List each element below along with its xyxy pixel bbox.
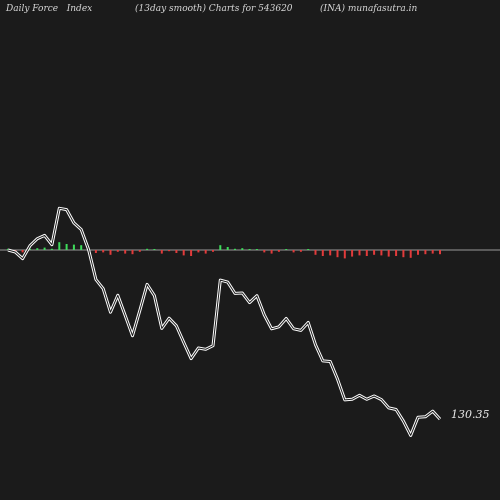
force-bar — [146, 248, 149, 250]
force-bar — [431, 250, 434, 254]
force-bar — [439, 250, 441, 255]
force-bar — [417, 250, 419, 255]
force-bar — [131, 250, 134, 255]
force-bar — [80, 245, 83, 250]
force-bar — [248, 249, 251, 250]
force-bar — [21, 250, 24, 253]
force-bar — [292, 250, 295, 253]
force-bar — [285, 249, 288, 250]
force-bar — [395, 250, 398, 256]
force-bar — [153, 249, 156, 250]
force-bar — [94, 250, 97, 253]
force-bar — [109, 250, 112, 255]
force-bar — [365, 250, 368, 256]
force-bar — [29, 248, 31, 250]
force-bar — [58, 242, 61, 250]
force-bars — [7, 242, 441, 259]
header-right-label: (INA) munafasutra.in — [320, 4, 418, 14]
force-bar — [36, 248, 39, 250]
force-bar — [387, 250, 390, 257]
header-center-label: (13day smooth) Charts for 543620 — [135, 4, 293, 14]
force-bar — [277, 250, 280, 252]
force-bar — [255, 249, 258, 250]
last-value-label: 130.35 — [451, 408, 490, 421]
force-bar — [7, 248, 9, 250]
force-index-line-outline — [7, 206, 442, 437]
force-bar — [204, 250, 207, 254]
force-bar — [219, 245, 222, 250]
force-bar — [307, 249, 310, 250]
force-bar — [241, 248, 244, 250]
force-bar — [160, 250, 163, 254]
force-bar — [168, 250, 171, 252]
force-bar — [50, 248, 53, 250]
force-bar — [182, 250, 185, 256]
force-bar — [263, 250, 266, 253]
force-bar — [270, 250, 273, 254]
force-bar — [409, 250, 412, 258]
force-bar — [197, 250, 200, 253]
force-bar — [314, 250, 317, 255]
force-index-line — [7, 207, 441, 436]
force-bar — [72, 244, 75, 250]
force-bar — [124, 250, 127, 254]
force-bar — [138, 250, 141, 252]
force-bar — [190, 250, 193, 256]
force-bar — [234, 248, 236, 250]
force-bar — [329, 250, 332, 256]
force-bar — [102, 250, 105, 253]
force-bar — [175, 250, 178, 253]
force-bar — [343, 250, 346, 259]
force-bar — [358, 250, 361, 256]
header-left-label: Daily Force Index — [6, 4, 93, 14]
force-bar — [424, 250, 427, 255]
force-bar — [116, 250, 119, 252]
force-bar — [321, 250, 324, 256]
force-bar — [380, 250, 383, 256]
force-bar — [351, 250, 354, 257]
force-bar — [226, 247, 229, 250]
force-bar — [43, 247, 46, 250]
force-bar — [373, 250, 376, 255]
force-bar — [336, 250, 339, 258]
force-bar — [402, 250, 405, 258]
force-bar — [65, 244, 68, 250]
force-bar — [212, 250, 214, 252]
force-bar — [299, 250, 302, 252]
